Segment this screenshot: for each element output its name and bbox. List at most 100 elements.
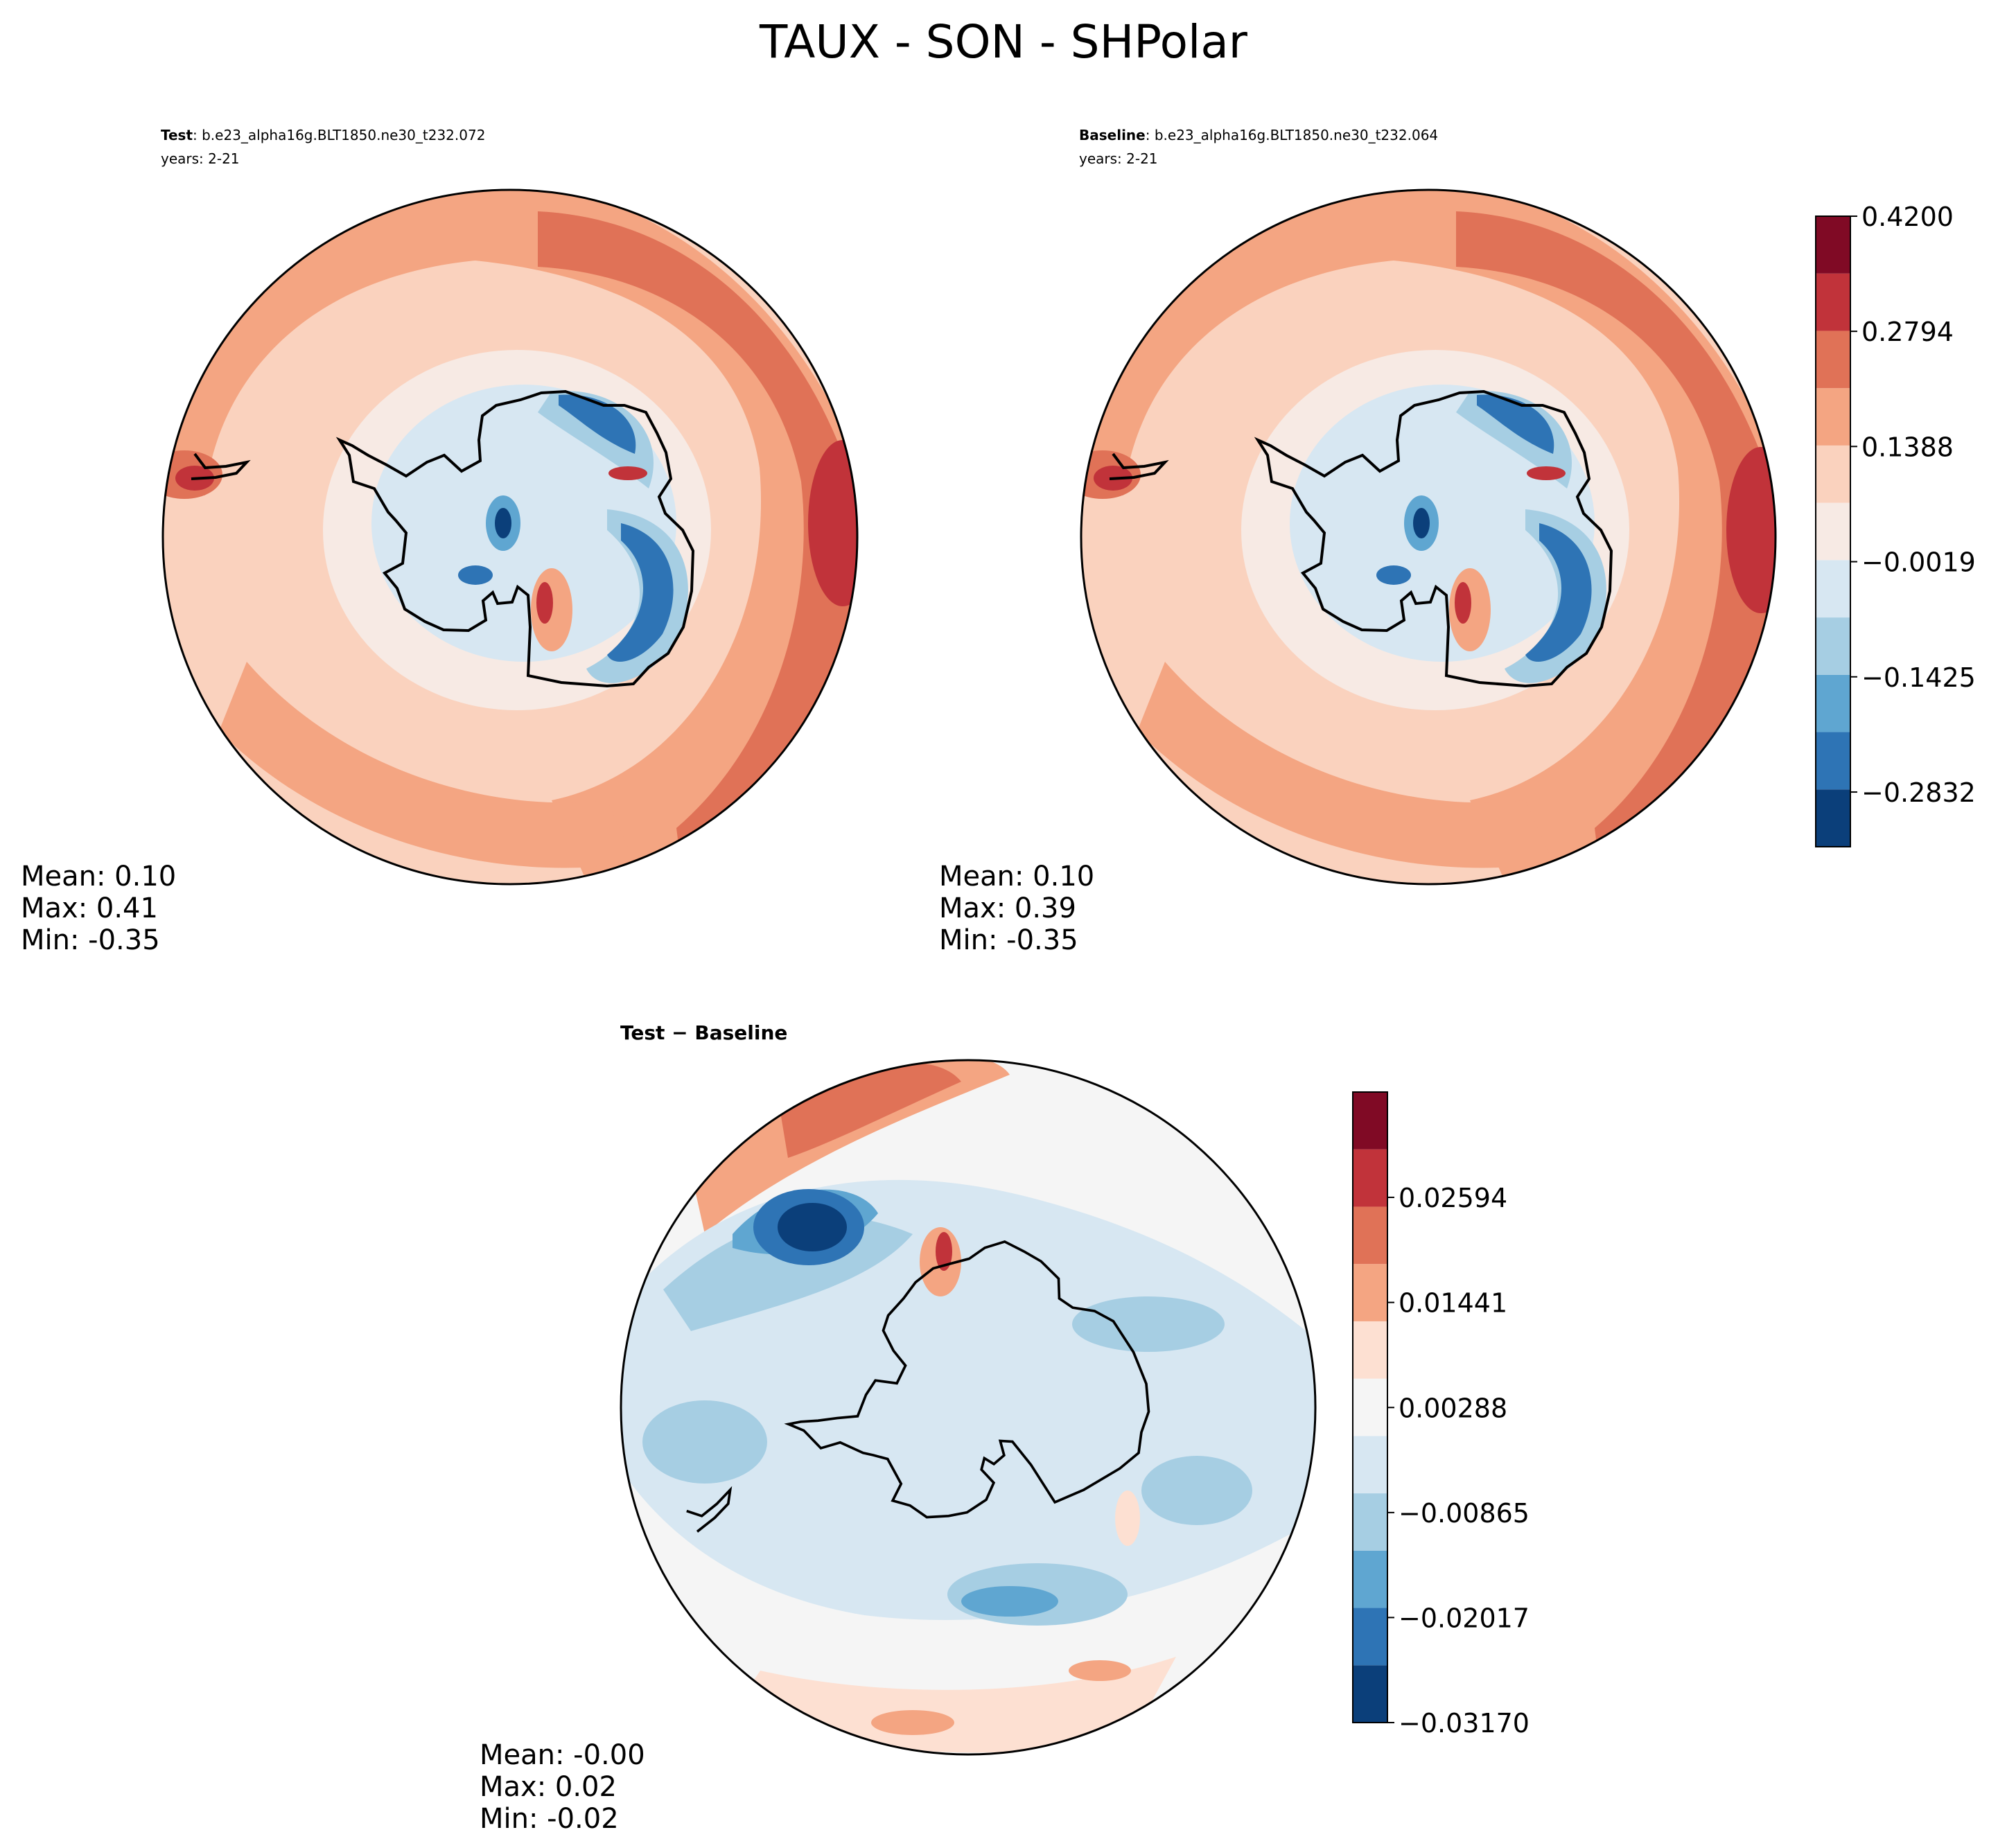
colorbar-difference-swatch <box>1353 1092 1387 1150</box>
colorbar-main-swatch <box>1816 502 1850 561</box>
baseline-mean: Mean: 0.10 <box>939 861 1094 892</box>
test-max: Max: 0.41 <box>21 892 158 924</box>
test-map <box>163 190 857 884</box>
colorbar-main-frame <box>1815 215 1851 847</box>
field-band <box>1525 523 1592 662</box>
field-band <box>733 1657 1176 1753</box>
colorbar-main-swatch <box>1816 331 1850 389</box>
field-band <box>871 1710 954 1735</box>
field-band <box>1455 582 1471 624</box>
field-band <box>559 394 636 454</box>
colorbar-difference-swatch <box>1353 1378 1387 1436</box>
colorbar-main-swatch <box>1816 216 1850 274</box>
difference-map <box>621 1060 1315 1754</box>
baseline-case-name: : b.e23_alpha16g.BLT1850.ne30_t232.064 <box>1146 127 1438 143</box>
colorbar-difference-tick-label: 0.00288 <box>1399 1393 1507 1423</box>
colorbar-difference-swatch <box>1353 1321 1387 1379</box>
difference-min: Min: -0.02 <box>480 1803 619 1835</box>
baseline-field <box>1081 190 1776 884</box>
baseline-header: Baseline: b.e23_alpha16g.BLT1850.ne30_t2… <box>1079 127 1438 143</box>
field-band <box>495 508 511 538</box>
difference-mean: Mean: -0.00 <box>480 1739 645 1771</box>
figure-title: TAUX - SON - SHPolar <box>759 15 1248 69</box>
colorbar-main-swatch <box>1816 789 1850 847</box>
field-band <box>1456 211 1776 883</box>
field-band <box>572 883 600 884</box>
field-band <box>538 211 857 883</box>
field-band <box>219 662 635 868</box>
field-band <box>1456 391 1572 489</box>
colorbar-difference-tick-label: −0.00865 <box>1399 1498 1530 1529</box>
colorbar-difference-swatch <box>1353 1493 1387 1551</box>
baseline-label: Baseline <box>1079 127 1146 143</box>
test-mean: Mean: 0.10 <box>21 861 176 892</box>
field-band <box>1527 466 1566 480</box>
colorbar-difference-tick-label: −0.03170 <box>1399 1708 1530 1739</box>
field-band <box>1069 1660 1131 1681</box>
field-band <box>808 440 857 606</box>
field-band <box>1137 662 1553 868</box>
baseline-max: Max: 0.39 <box>939 892 1076 924</box>
colorbar-main-swatch <box>1816 273 1850 331</box>
test-min: Min: -0.35 <box>21 924 160 956</box>
field-band <box>961 1586 1058 1617</box>
test-years: years: 2-21 <box>161 150 240 167</box>
field-band <box>536 582 553 624</box>
colorbar-main-tick-label: 0.1388 <box>1861 432 1954 462</box>
field-band <box>1141 1456 1252 1525</box>
field-band <box>608 466 647 480</box>
colorbar-main-tick-label: 0.2794 <box>1861 317 1954 347</box>
difference-title: Test − Baseline <box>620 1021 787 1044</box>
field-band <box>1726 447 1776 613</box>
panel-difference: Test − Baseline Mean: -0.00 Max: 0.02 Mi… <box>480 1021 1317 1835</box>
test-header: Test: b.e23_alpha16g.BLT1850.ne30_t232.0… <box>161 127 485 143</box>
colorbar-main-swatch <box>1816 617 1850 675</box>
baseline-years: years: 2-21 <box>1079 150 1158 167</box>
difference-map-boundary <box>620 1059 1317 1756</box>
field-band <box>1477 394 1554 454</box>
colorbar-difference-swatch <box>1353 1665 1387 1723</box>
colorbar-difference-swatch <box>1353 1550 1387 1608</box>
test-map-boundary <box>161 188 859 886</box>
field-band <box>1081 190 1401 495</box>
colorbar-difference-swatch <box>1353 1436 1387 1494</box>
field-band <box>607 523 674 662</box>
colorbar-difference-swatch <box>1353 1608 1387 1666</box>
colorbar-difference-tick-label: 0.01441 <box>1399 1288 1507 1319</box>
colorbar-main-swatch <box>1816 674 1850 732</box>
panel-baseline: Baseline: b.e23_alpha16g.BLT1850.ne30_t2… <box>939 127 1777 956</box>
field-band <box>1376 565 1411 585</box>
field-band <box>936 1232 952 1271</box>
baseline-min: Min: -0.35 <box>939 924 1078 956</box>
colorbar-main-swatch <box>1816 388 1850 446</box>
colorbar-difference-swatch <box>1353 1149 1387 1207</box>
colorbar-main-tick-label: −0.1425 <box>1861 662 1976 693</box>
field-band <box>163 190 482 495</box>
field-band <box>1115 1490 1140 1546</box>
baseline-map <box>1081 190 1776 884</box>
colorbar-main-swatch <box>1816 445 1850 503</box>
field-band <box>642 1400 767 1484</box>
colorbar-main-tick-label: 0.4200 <box>1861 202 1954 232</box>
test-field <box>163 190 857 884</box>
colorbar-main-swatch <box>1816 732 1850 790</box>
colorbar-difference-tick-label: −0.02017 <box>1399 1603 1530 1633</box>
baseline-map-boundary <box>1080 188 1777 886</box>
colorbar-main-swatch <box>1816 560 1850 618</box>
field-band <box>1413 508 1430 538</box>
colorbar-main-tick-label: −0.0019 <box>1861 547 1976 578</box>
test-case-name: : b.e23_alpha16g.BLT1850.ne30_t232.072 <box>193 127 485 143</box>
field-band <box>691 1060 1010 1234</box>
field-band <box>1072 1296 1225 1352</box>
colorbar-difference-swatch <box>1353 1206 1387 1265</box>
colorbar-main-tick-label: −0.2832 <box>1861 777 1976 808</box>
field-band <box>458 565 493 585</box>
colorbar-difference-swatch <box>1353 1264 1387 1321</box>
difference-field <box>621 1060 1315 1754</box>
colorbar-difference: 0.02594 0.01441 0.00288 −0.00865 −0.02017 −0.… <box>1352 1091 1530 1739</box>
panel-test: Test: b.e23_alpha16g.BLT1850.ne30_t232.0… <box>21 127 859 956</box>
field-band <box>778 1203 847 1251</box>
difference-max: Max: 0.02 <box>480 1771 617 1803</box>
field-band <box>538 391 654 489</box>
test-label: Test <box>161 127 193 143</box>
